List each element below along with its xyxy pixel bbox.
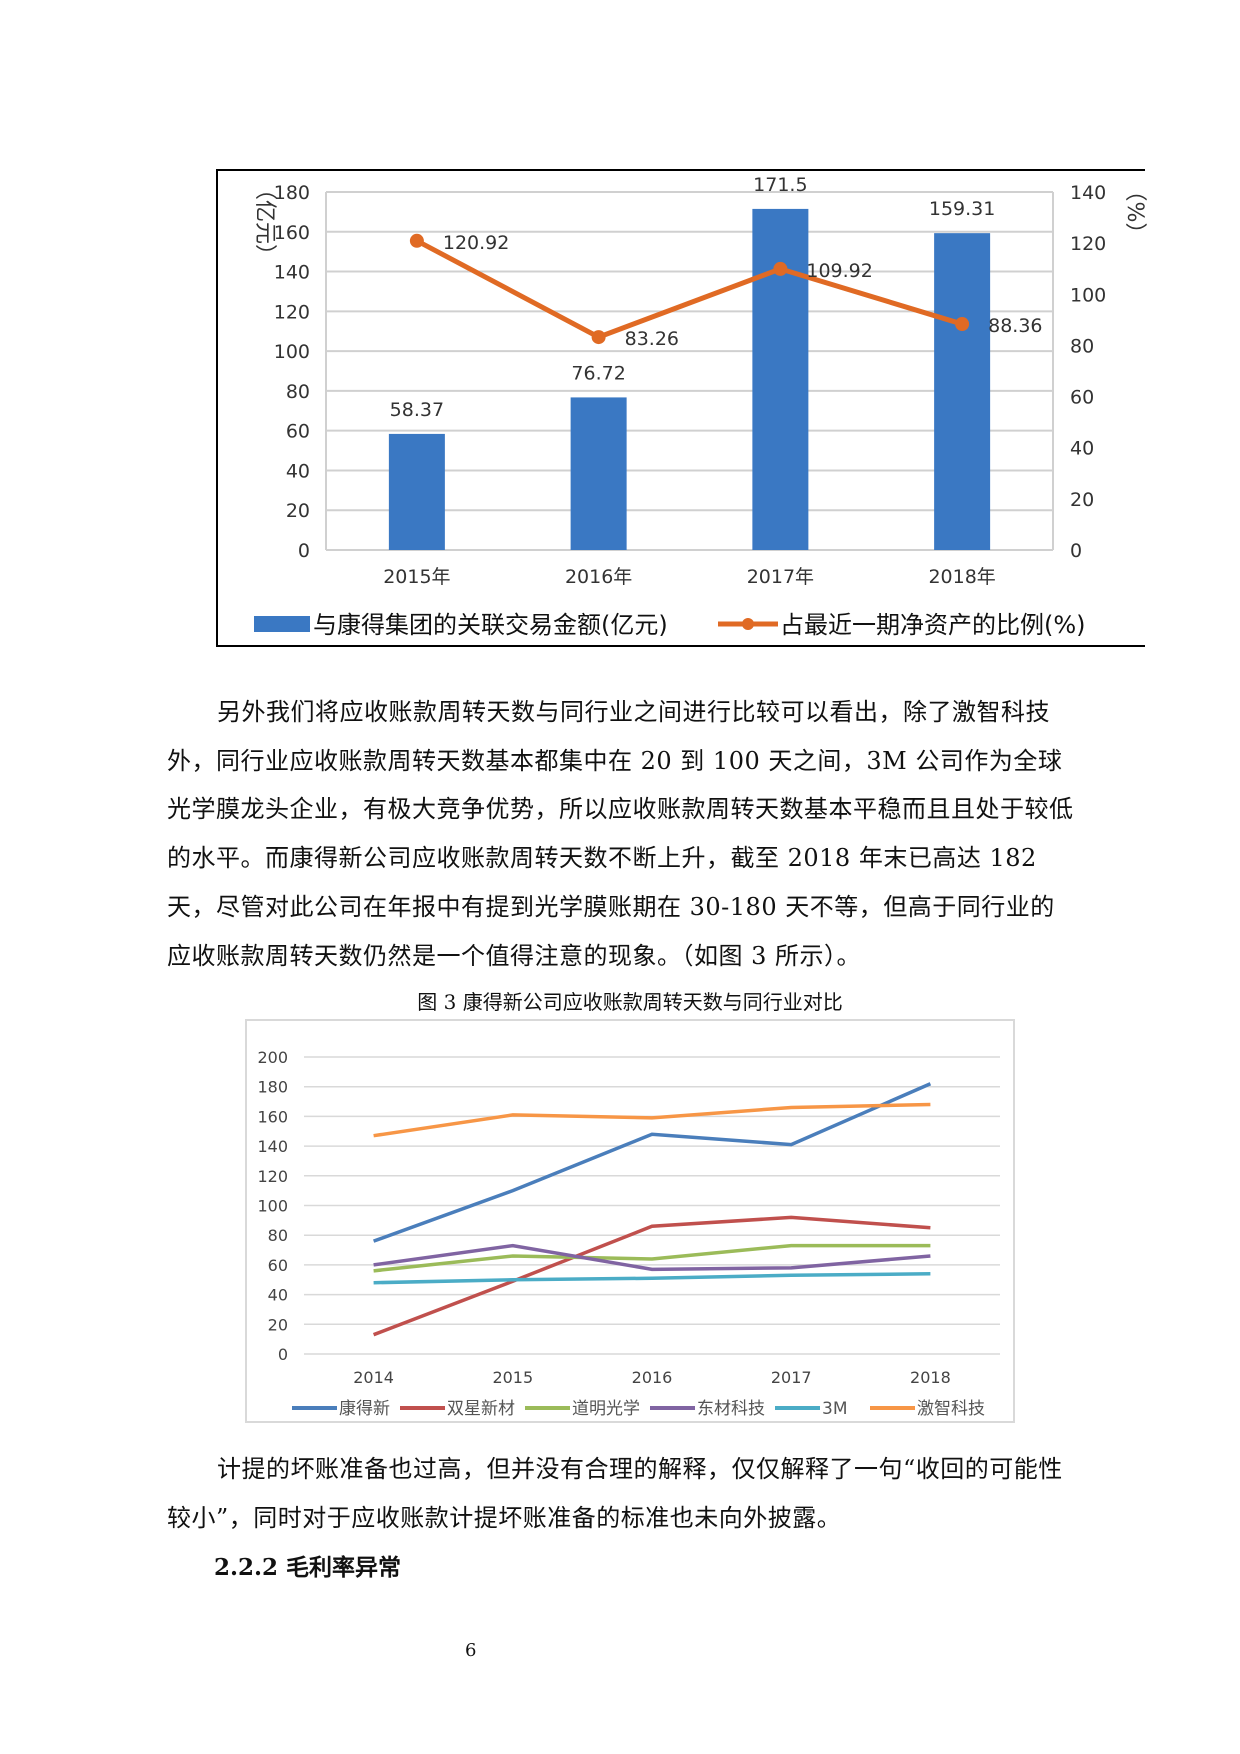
y-tick-label: 40: [286, 460, 310, 482]
x-tick-label: 2016: [632, 1368, 673, 1387]
y2-axis-label: （%）: [1122, 180, 1147, 245]
y-tick-label: 60: [268, 1256, 288, 1275]
y2-tick-label: 80: [1070, 335, 1094, 357]
x-tick-label: 2015年: [383, 566, 450, 588]
y-tick-label: 140: [274, 262, 310, 284]
legend-label: 3M: [822, 1399, 847, 1419]
bar-data-label: 171.5: [753, 174, 807, 196]
y-tick-label: 20: [286, 500, 310, 522]
x-tick-label: 2014: [353, 1368, 394, 1387]
legend-label: 双星新材: [447, 1399, 515, 1419]
y-tick-label: 120: [274, 301, 310, 323]
x-tick-label: 2018年: [928, 566, 995, 588]
x-tick-label: 2017: [771, 1368, 812, 1387]
series-line-激智科技: [373, 1102, 931, 1138]
y-tick-label: 140: [257, 1137, 288, 1156]
chart-frame: [245, 1019, 1015, 1423]
legend-bar-label: 与康得集团的关联交易金额(亿元): [313, 611, 668, 639]
bar: [388, 433, 445, 550]
y-tick-label: 0: [298, 540, 310, 562]
figure-3-caption: 图 3 康得新公司应收账款周转天数与同行业对比: [417, 990, 843, 1014]
y-tick-label: 80: [268, 1226, 288, 1245]
legend-line-marker: [742, 618, 754, 630]
line-point: [591, 330, 606, 345]
x-tick-label: 2015: [492, 1368, 533, 1387]
legend-label: 激智科技: [917, 1399, 985, 1419]
legend-label: 道明光学: [572, 1399, 640, 1419]
y-tick-label: 180: [274, 182, 310, 204]
y2-tick-label: 100: [1070, 284, 1106, 306]
x-tick-label: 2016年: [565, 566, 632, 588]
legend-bar-swatch: [254, 616, 310, 632]
y2-tick-label: 120: [1070, 233, 1106, 255]
y-tick-label: 160: [257, 1107, 288, 1126]
x-tick-label: 2017年: [747, 566, 814, 588]
y-tick-label: 200: [257, 1048, 288, 1067]
y2-tick-label: 60: [1070, 387, 1094, 409]
series-line-道明光学: [373, 1243, 931, 1273]
line-point: [955, 317, 970, 332]
y-tick-label: 20: [268, 1315, 288, 1334]
y-tick-label: 180: [257, 1078, 288, 1097]
paragraph-1-text: 另外我们将应收账款周转天数与同行业之间进行比较可以看出，除了激智科技外，同行业应…: [167, 698, 1074, 970]
receivable-days-chart: 0 20 40 60 80 100 120 140 160 180 200 2014 2015 2016 2…: [245, 1019, 1015, 1423]
y-axis-label: （亿元）: [252, 178, 277, 266]
chart-frame: [216, 169, 1145, 647]
y-tick-label: 100: [257, 1197, 288, 1216]
y2-tick-label: 140: [1070, 182, 1106, 204]
y2-tick-label: 0: [1070, 540, 1082, 562]
y-tick-label: 0: [278, 1345, 288, 1364]
legend-label: 东材科技: [697, 1399, 765, 1419]
series-line-康得新: [373, 1082, 932, 1243]
line-data-label: 109.92: [806, 260, 872, 282]
y-tick-label: 100: [274, 341, 310, 363]
paragraph-2: 计提的坏账准备也过高，但并没有合理的解释，仅仅解释了一句“收回的可能性较小”，同…: [167, 1445, 1075, 1542]
y-tick-label: 120: [257, 1167, 288, 1186]
bar: [934, 233, 991, 550]
related-transactions-chart: 0 20 40 60 80 100 120 140 160 180 0 20 40 60 80 100 120 1…: [216, 169, 1147, 647]
legend-line-label: 占最近一期净资产的比例(%): [780, 611, 1086, 639]
page-number: 6: [465, 1640, 477, 1661]
line-data-label: 120.92: [443, 232, 509, 254]
line-point: [409, 233, 424, 248]
y-tick-label: 40: [268, 1286, 288, 1305]
paragraph-1: 另外我们将应收账款周转天数与同行业之间进行比较可以看出，除了激智科技外，同行业应…: [167, 688, 1075, 980]
paragraph-2-text: 计提的坏账准备也过高，但并没有合理的解释，仅仅解释了一句“收回的可能性较小”，同…: [167, 1455, 1063, 1532]
ratio-line: [415, 238, 963, 340]
series-line-3M: [373, 1272, 931, 1285]
y2-tick-label: 20: [1070, 489, 1094, 511]
series-line-双星新材: [372, 1215, 931, 1337]
bar-data-label: 159.31: [929, 198, 995, 220]
x-tick-label: 2018: [910, 1368, 951, 1387]
y2-tick-label: 40: [1070, 438, 1094, 460]
y-tick-label: 60: [286, 421, 310, 443]
legend-label: 康得新: [339, 1399, 390, 1419]
bar: [570, 397, 627, 550]
line-data-label: 83.26: [625, 328, 679, 350]
bar-data-label: 76.72: [571, 362, 625, 384]
bar-data-label: 58.37: [390, 399, 444, 421]
line-point: [773, 261, 788, 276]
line-data-label: 88.36: [988, 315, 1042, 337]
section-heading: 2.2.2 毛利率异常: [214, 1554, 402, 1581]
y-tick-label: 80: [286, 381, 310, 403]
series-line-东材科技: [373, 1243, 931, 1272]
y-tick-label: 160: [274, 222, 310, 244]
